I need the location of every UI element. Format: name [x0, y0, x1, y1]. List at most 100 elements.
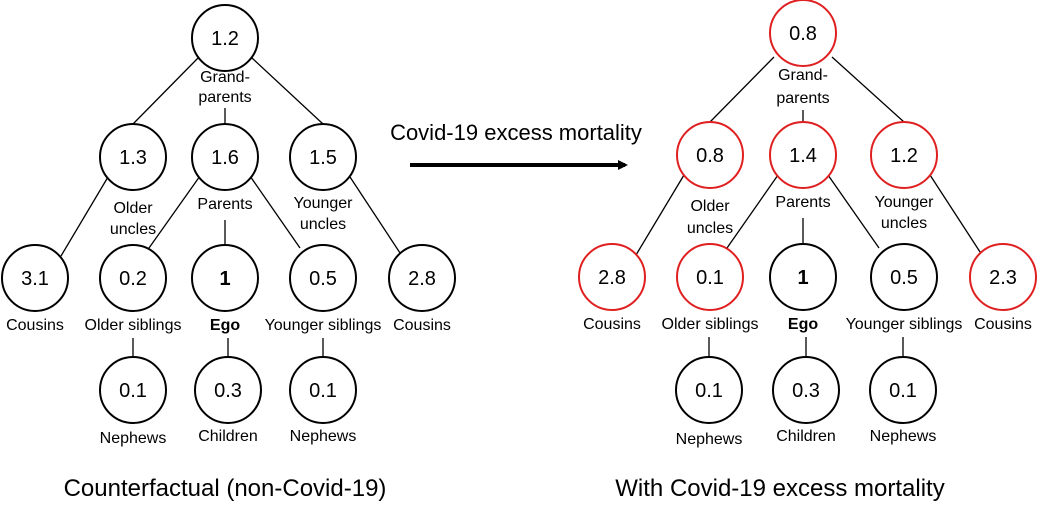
node-label: Younger siblings — [265, 317, 382, 334]
node-label: Cousins — [393, 317, 451, 334]
node-value: 2.8 — [598, 267, 626, 289]
connector-line — [827, 174, 880, 249]
node-older-uncles: 0.8 Older uncles — [676, 121, 744, 237]
node-nephews-left: 0.1 Nephews — [675, 356, 743, 448]
node-grandparents: 0.8 Grand-parents — [769, 0, 837, 107]
node-younger-uncles: 1.5 Younger uncles — [289, 123, 357, 233]
node-circle — [969, 243, 1037, 311]
node-label: Nephews — [100, 430, 167, 447]
node-label: Cousins — [974, 316, 1032, 333]
node-cousins-right: 2.3 Cousins — [969, 243, 1037, 333]
node-value: 1.4 — [789, 145, 817, 167]
node-value: 1.2 — [211, 28, 239, 50]
node-label: Children — [198, 428, 258, 445]
node-label: Older siblings — [85, 317, 182, 334]
node-value: 0.5 — [309, 268, 337, 290]
node-circle — [676, 243, 744, 311]
node-value: 1.6 — [211, 147, 239, 169]
connector-line — [60, 176, 109, 257]
node-value: 0.1 — [119, 380, 147, 402]
node-younger-uncles: 1.2 Younger uncles — [870, 121, 938, 232]
node-value: 0.8 — [789, 23, 817, 45]
node-label: Cousins — [6, 317, 64, 334]
node-circle — [99, 123, 167, 191]
node-parents: 1.4 Parents — [769, 121, 837, 211]
node-label: Nephews — [870, 428, 937, 445]
panel-caption-counterfactual: Counterfactual (non-Covid-19) — [64, 475, 387, 502]
node-label: parents — [776, 90, 829, 107]
node-label: uncles — [881, 215, 927, 232]
node-younger-siblings: 0.5 Younger siblings — [846, 243, 963, 333]
node-children: 0.3 Children — [194, 356, 262, 445]
node-label: uncles — [110, 221, 156, 238]
node-label: Grand- — [200, 69, 250, 86]
node-value: 0.1 — [696, 267, 724, 289]
node-circle — [289, 123, 357, 191]
arrow-label: Covid-19 excess mortality — [390, 120, 642, 145]
node-ego: 1 Ego — [769, 243, 837, 333]
node-circle — [769, 243, 837, 311]
node-label: Younger — [293, 195, 353, 212]
connector-line — [251, 57, 324, 125]
node-value: 0.3 — [792, 380, 820, 402]
node-grandparents: 1.2 Grand-parents — [191, 4, 259, 106]
node-older-siblings: 0.2 Older siblings — [85, 244, 182, 334]
connector-line — [349, 176, 403, 257]
node-label: Ego — [210, 317, 240, 334]
node-circle — [99, 356, 167, 424]
node-circle — [870, 243, 938, 311]
node-value: 2.3 — [989, 267, 1017, 289]
connector-line — [929, 174, 983, 256]
node-circle — [676, 121, 744, 189]
node-value: 0.2 — [119, 268, 147, 290]
node-circle — [191, 244, 259, 312]
node-label: parents — [198, 89, 251, 106]
node-parents: 1.6 Parents — [191, 123, 259, 213]
node-circle — [99, 244, 167, 312]
node-label: Younger siblings — [846, 316, 963, 333]
node-nephews-right: 0.1 Nephews — [289, 356, 357, 445]
node-value: 1 — [797, 267, 808, 289]
node-circle — [869, 356, 937, 424]
node-circle — [769, 0, 837, 67]
connector-line — [726, 174, 779, 249]
node-circle — [1, 244, 69, 312]
node-value: 0.1 — [889, 380, 917, 402]
node-cousins-left: 2.8 Cousins — [578, 243, 646, 333]
node-circle — [388, 244, 456, 312]
node-ego: 1 Ego — [191, 244, 259, 334]
connector-line — [148, 175, 201, 249]
counterfactual-panel: 1.2 Grand-parents 1.3 Older uncles 1.6 Parents… — [1, 4, 456, 447]
node-label: Cousins — [583, 316, 641, 333]
node-label: Parents — [197, 196, 252, 213]
node-value: 0.1 — [695, 380, 723, 402]
node-circle — [870, 121, 938, 189]
node-label: Older siblings — [662, 316, 759, 333]
node-value: 1 — [219, 268, 230, 290]
connector-line — [132, 57, 199, 125]
node-label: uncles — [300, 216, 346, 233]
node-value: 1.5 — [309, 147, 337, 169]
node-value: 0.8 — [696, 145, 724, 167]
node-value: 0.1 — [309, 380, 337, 402]
connector-line — [249, 175, 301, 249]
node-label: Children — [776, 428, 836, 445]
node-value: 0.5 — [890, 267, 918, 289]
node-label: Ego — [788, 316, 818, 333]
node-label: uncles — [687, 220, 733, 237]
node-circle — [191, 123, 259, 191]
panel-caption-covid: With Covid-19 excess mortality — [615, 475, 944, 502]
node-circle — [289, 244, 357, 312]
node-circle — [578, 243, 646, 311]
node-label: Older — [113, 200, 153, 217]
node-circle — [769, 121, 837, 189]
node-older-uncles: 1.3 Older uncles — [99, 123, 167, 238]
connector-line — [635, 174, 685, 256]
node-children: 0.3 Children — [772, 356, 840, 445]
node-nephews-right: 0.1 Nephews — [869, 356, 937, 445]
node-circle — [675, 356, 743, 424]
node-label: Parents — [775, 194, 830, 211]
node-circle — [772, 356, 840, 424]
node-value: 2.8 — [408, 268, 436, 290]
